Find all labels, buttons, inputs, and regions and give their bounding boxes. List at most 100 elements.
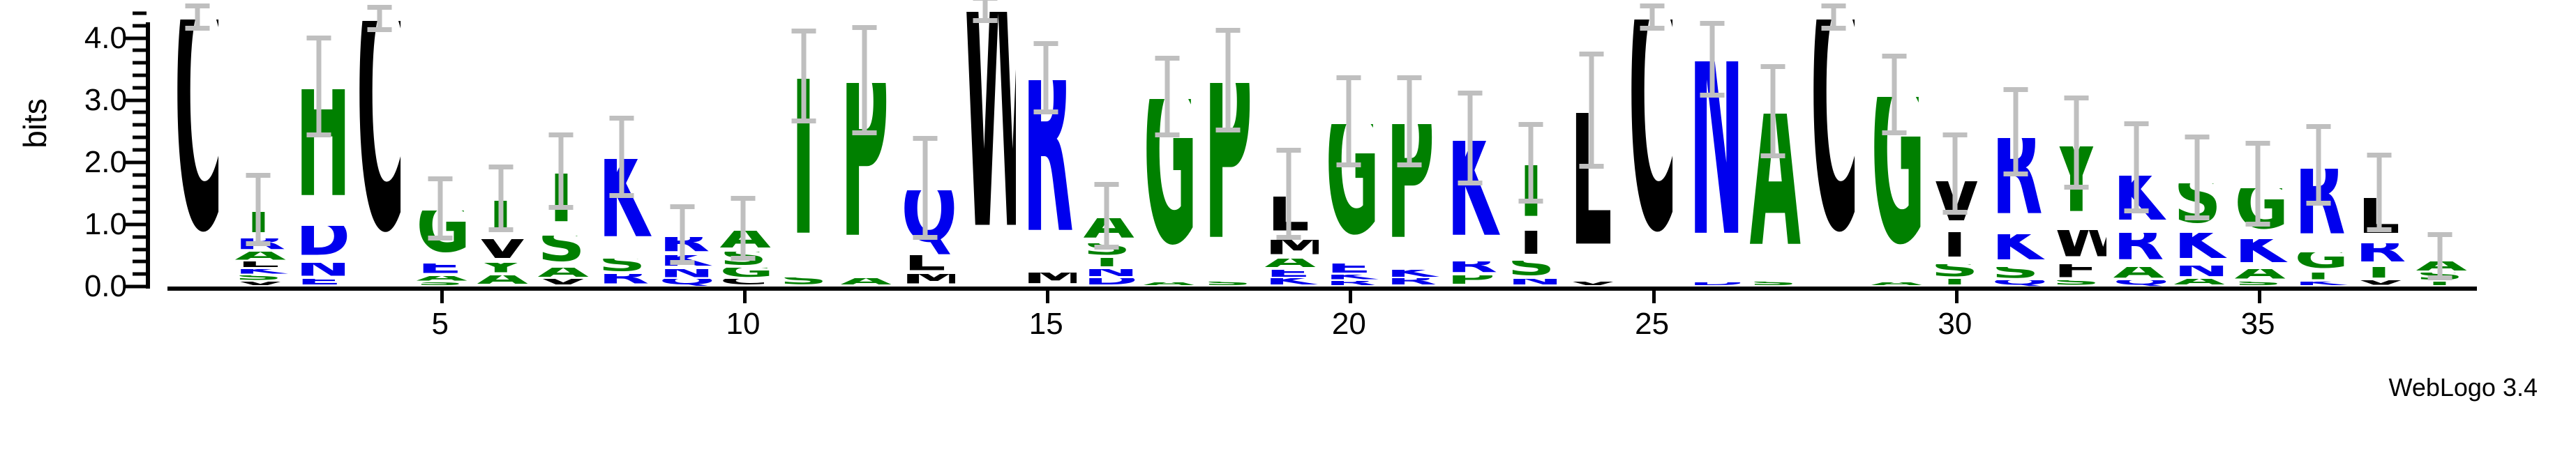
error-bar-cap-top	[609, 116, 634, 121]
error-bar-cap-top	[246, 173, 271, 178]
logo-letter: S	[1507, 260, 1555, 280]
y-axis-title: bits	[17, 98, 53, 148]
error-bar-cap-top	[306, 36, 331, 41]
logo-letter: R	[2355, 243, 2406, 267]
error-bar-cap-top	[670, 204, 695, 209]
logo-letter: N	[1083, 269, 1137, 278]
logo-letter: K	[1264, 278, 1317, 287]
y-tick-minor	[133, 185, 147, 189]
logo-letter: E	[296, 279, 342, 287]
weblogo-credit: WebLogo 3.4	[2388, 373, 2538, 402]
logo-letter: I	[1518, 230, 1543, 261]
logo-letter: D	[1083, 277, 1137, 287]
x-tick-label: 25	[1635, 307, 1670, 341]
y-tick-minor	[133, 148, 147, 152]
logo-letter: V	[537, 279, 589, 287]
y-tick-minor	[133, 11, 147, 15]
logo-letter: K	[659, 255, 710, 270]
x-tick-label: 10	[726, 307, 761, 341]
error-bar-cap-top	[2003, 87, 2028, 93]
x-tick	[440, 291, 444, 303]
logo-letter: R	[1991, 138, 2043, 235]
y-tick-minor	[133, 123, 147, 127]
logo-letter: K	[2295, 281, 2346, 287]
logo-stack: YWFS	[2046, 145, 2106, 287]
x-tick-label: 20	[1331, 307, 1366, 341]
logo-letter: K	[2234, 239, 2286, 270]
logo-letter: E	[1266, 269, 1311, 279]
logo-letter: T	[2356, 266, 2402, 281]
logo-letter: S	[1204, 281, 1252, 287]
logo-letter: V	[2355, 280, 2407, 287]
error-bar-cap-top	[2245, 140, 2270, 146]
y-tick-major	[126, 36, 147, 40]
logo-letter: N	[295, 263, 350, 280]
y-tick-minor	[133, 272, 147, 276]
logo-letter: L	[1267, 196, 1310, 241]
x-tick	[1954, 291, 1959, 303]
logo-letter: P	[840, 82, 890, 279]
error-bar-cap-top	[1276, 148, 1301, 153]
logo-stack: RM	[1016, 80, 1076, 287]
y-tick-major	[126, 222, 147, 227]
logo-letter: R	[1386, 278, 1437, 287]
error-bar-cap-top	[2306, 123, 2331, 129]
logo-letter: H	[295, 89, 350, 226]
x-tick	[2258, 291, 2262, 303]
error-bar-cap-top	[1640, 3, 1665, 8]
logo-letter: K	[234, 269, 286, 275]
logo-letter: A	[416, 275, 468, 282]
logo-letter: K	[1991, 234, 2044, 267]
logo-letter: S	[1083, 243, 1131, 259]
y-tick-minor	[133, 24, 147, 28]
error-bar-cap-top	[1033, 41, 1058, 47]
error-bar-cap-top	[791, 29, 816, 34]
error-bar-cap-top	[973, 0, 998, 1]
logo-letter: V	[477, 239, 529, 264]
logo-letter: D	[295, 225, 350, 264]
y-tick-minor	[133, 247, 147, 252]
x-tick-label: 30	[1938, 307, 1972, 341]
logo-letter: A	[234, 252, 286, 262]
error-bar-cap-top	[1215, 28, 1241, 33]
logo-letter: N	[659, 269, 713, 280]
logo-letter: L	[1570, 112, 1612, 282]
y-tick-label: 3.0	[84, 82, 127, 117]
logo-letter: R	[2113, 232, 2164, 267]
logo-letter: F	[2053, 264, 2099, 281]
logo-letter: W	[955, 12, 1015, 287]
logo-letter: W	[2046, 230, 2106, 264]
logo-letter: P	[1446, 275, 1495, 287]
logo-letter: M	[894, 274, 955, 287]
logo-letter: R	[234, 238, 286, 252]
logo-letter: M	[1258, 240, 1319, 259]
logo-letter: T	[1084, 258, 1130, 270]
y-tick-minor	[133, 173, 147, 177]
logo-letter: K	[1386, 269, 1437, 279]
logo-letter: K	[598, 159, 650, 259]
logo-letter: V	[234, 281, 286, 287]
x-tick	[1046, 291, 1050, 303]
logo-letter: K	[1446, 140, 1498, 262]
logo-letter: R	[598, 274, 650, 287]
y-axis-spine	[146, 22, 150, 289]
logo-letter: T	[235, 212, 281, 238]
logo-letter: G	[1871, 97, 1925, 282]
logo-letter: A	[1144, 282, 1195, 287]
y-tick-minor	[133, 73, 147, 77]
x-axis-spine	[167, 287, 2477, 291]
y-tick-label: 0.0	[84, 269, 127, 303]
error-bar-cap-top	[1700, 20, 1725, 26]
error-bar-cap-top	[2427, 231, 2453, 237]
error-bar-cap-top	[1336, 75, 1361, 81]
logo-letter: T	[2417, 281, 2462, 287]
